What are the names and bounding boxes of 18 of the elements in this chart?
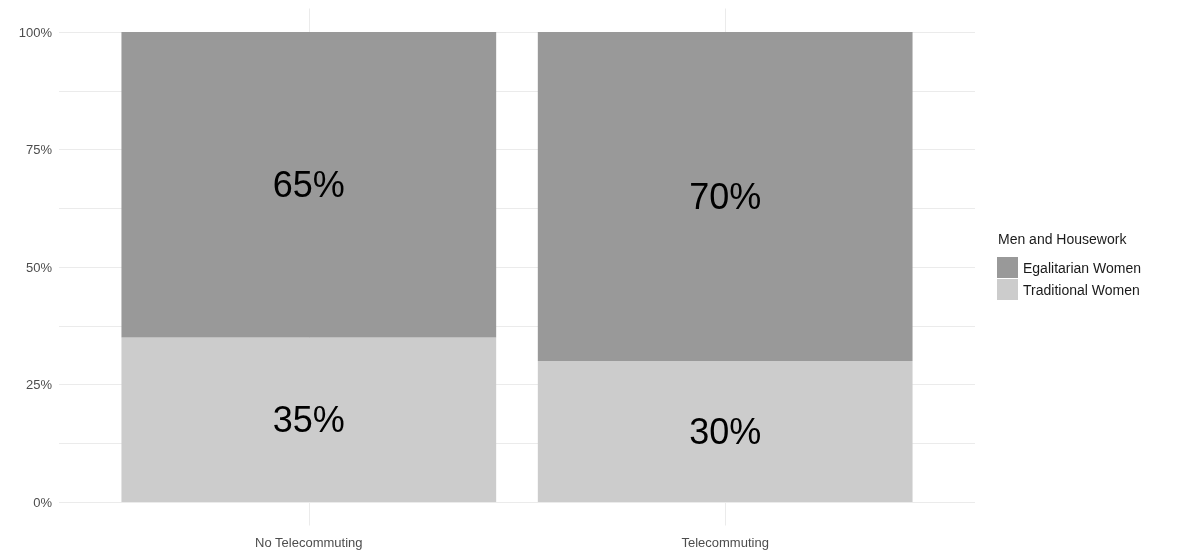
x-tick-label: Telecommuting — [681, 534, 769, 550]
y-tick-label: 50% — [25, 259, 53, 275]
data-label: 30% — [689, 411, 762, 452]
data-label: 70% — [689, 176, 762, 217]
x-tick-label: No Telecommuting — [255, 534, 363, 550]
y-tick-label: 100% — [18, 24, 53, 40]
bar — [537, 361, 913, 502]
bar — [537, 32, 913, 361]
legend-title: Men and Housework — [998, 231, 1128, 247]
bar — [121, 32, 497, 338]
y-tick-label: 75% — [25, 142, 53, 157]
legend-label: Egalitarian Women — [1023, 259, 1142, 276]
y-tick-label: 0% — [33, 494, 53, 510]
bar — [121, 337, 497, 502]
legend-label: Traditional Women — [1023, 281, 1140, 298]
y-tick-label: 25% — [25, 377, 53, 392]
data-label: 35% — [272, 399, 345, 441]
data-label: 65% — [272, 164, 345, 206]
